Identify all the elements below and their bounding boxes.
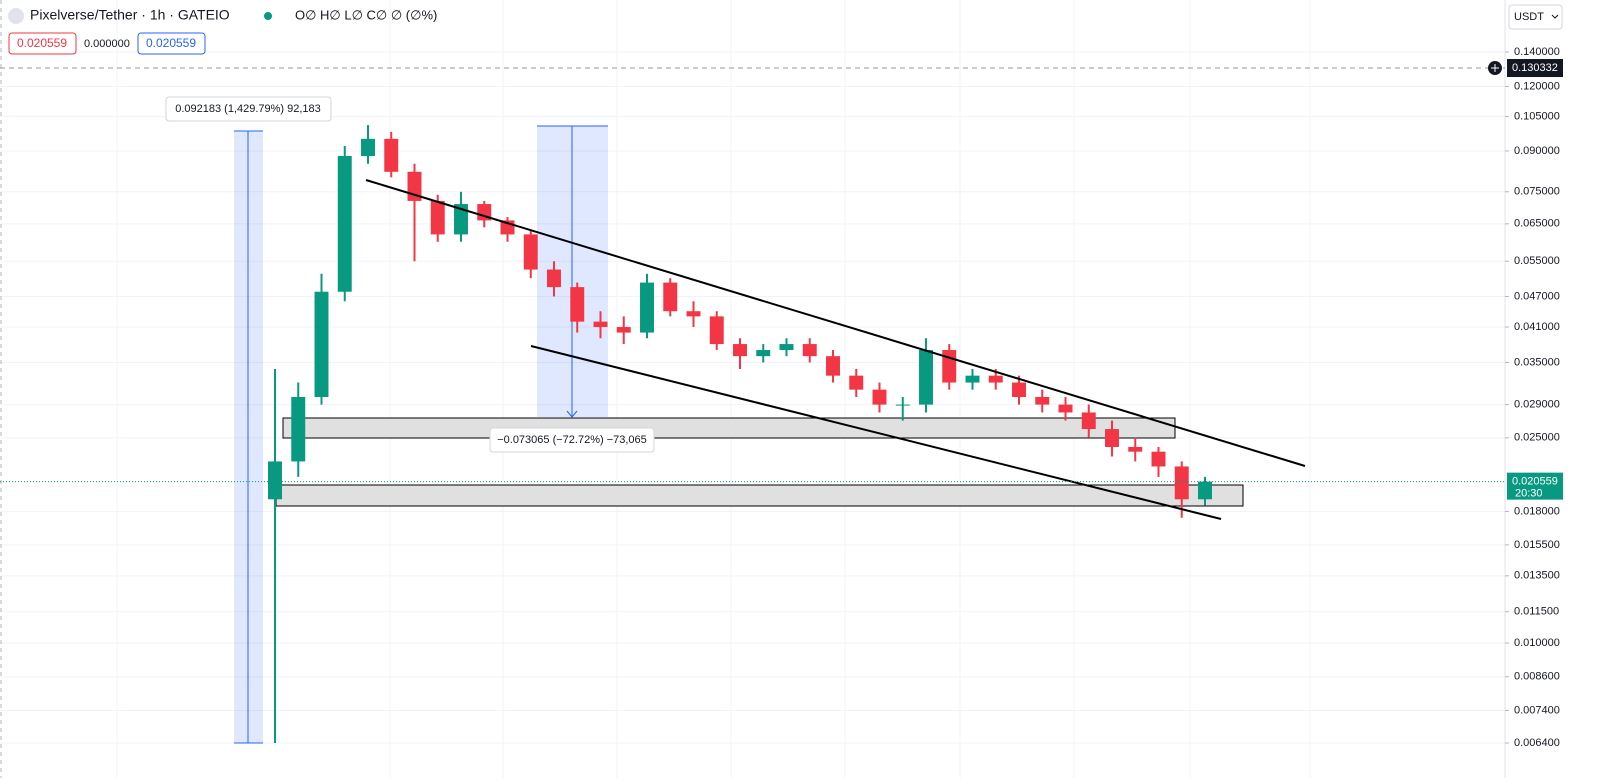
y-tick-label: 0.075000: [1514, 186, 1560, 198]
y-tick-label: 0.013500: [1514, 570, 1560, 582]
currency[interactable]: USDT: [1514, 11, 1544, 23]
spread: 0.000000: [84, 38, 130, 50]
candle-body: [454, 204, 468, 235]
candle-body: [779, 344, 794, 351]
candle-body: [337, 155, 352, 292]
price-axis: [1505, 0, 1599, 778]
trend-line: [365, 179, 1306, 467]
candle-body: [756, 350, 771, 357]
y-tick-label: 0.008600: [1514, 671, 1560, 683]
axis-labels: 0.140000 0.120000 0.105000 0.090000 0.075000…: [1505, 46, 1560, 749]
y-tick-label: 0.035000: [1514, 356, 1560, 368]
zone-box: [282, 417, 1176, 439]
countdown: 20:30: [1515, 488, 1543, 500]
y-tick-label: 0.041000: [1514, 321, 1560, 333]
crosshair-label: 0.130332: [1512, 62, 1558, 74]
candle-body: [895, 404, 910, 406]
candle-body: [593, 321, 608, 328]
annotation: 0.092183 (1,429.79%) 92,183: [175, 103, 321, 115]
candle-body: [802, 344, 817, 357]
y-tick-label: 0.025000: [1514, 432, 1560, 444]
candle-body: [849, 375, 864, 390]
sell[interactable]: 0.020559: [17, 36, 67, 50]
candle-body: [942, 350, 957, 383]
candle-body: [1174, 466, 1189, 500]
y-tick-label: 0.006400: [1514, 737, 1560, 749]
y-tick-label: 0.029000: [1514, 399, 1560, 411]
candle-body: [709, 316, 724, 345]
y-tick-label: 0.018000: [1514, 505, 1560, 517]
crosshair-tag: [1507, 59, 1563, 78]
candle-body: [640, 282, 654, 333]
candle-body: [1081, 412, 1096, 430]
chevron: [1551, 14, 1559, 19]
buy[interactable]: 0.020559: [146, 36, 196, 50]
last-price-tag: [1507, 472, 1563, 500]
y-tick-label: 0.055000: [1514, 255, 1560, 267]
ohlc: O∅ H∅ L∅ C∅ ∅ (∅%): [295, 7, 437, 22]
symbol[interactable]: Pixelverse/Tether · 1h · GATEIO: [30, 7, 230, 23]
candle-body: [1128, 446, 1143, 452]
grid: [0, 0, 1505, 778]
candle-body: [1105, 429, 1119, 447]
y-tick-label: 0.007400: [1514, 704, 1560, 716]
symbol-icon: [8, 8, 24, 24]
candle-body: [686, 311, 701, 317]
candle-body: [1035, 397, 1050, 405]
trend-line: [530, 345, 1222, 520]
annotation-box: [165, 96, 332, 122]
y-tick-label: 0.120000: [1514, 80, 1560, 92]
candle-body: [361, 138, 375, 156]
candle-body: [523, 234, 538, 270]
candle-body: [1198, 481, 1212, 500]
candle-body: [314, 291, 329, 398]
last-price-label: 0.020559: [1512, 476, 1558, 488]
status-dot: [264, 12, 272, 20]
y-tick-label: 0.010000: [1514, 637, 1560, 649]
annotation: −0.073065 (−72.72%) −73,065: [497, 434, 647, 446]
candle-body: [547, 269, 561, 288]
candle-body: [919, 350, 933, 405]
y-tick-label: 0.090000: [1514, 145, 1560, 157]
candle-body: [1012, 382, 1026, 398]
candle-body: [616, 327, 631, 333]
candle-body: [570, 287, 585, 322]
y-tick-label: 0.015500: [1514, 539, 1560, 551]
candle-body: [1151, 451, 1166, 467]
plus: [1491, 64, 1499, 73]
y-tick-label: 0.065000: [1514, 218, 1560, 230]
currency-button[interactable]: [1508, 4, 1563, 30]
candle-body: [268, 461, 282, 500]
candle-body: [1058, 404, 1073, 413]
candle-body: [988, 375, 1003, 383]
candle-body: [733, 344, 747, 357]
candle-body: [826, 356, 840, 376]
y-tick-label: 0.140000: [1514, 46, 1560, 58]
annotation-box: [489, 427, 655, 453]
y-tick-label: 0.011500: [1514, 606, 1559, 618]
candle-body: [291, 397, 306, 462]
arrow-head: [566, 410, 578, 418]
candle-body: [430, 200, 445, 235]
candle-body: [965, 375, 980, 383]
y-tick-label: 0.047000: [1514, 290, 1560, 302]
buy-box[interactable]: [137, 32, 206, 55]
candle-body: [384, 138, 399, 172]
sell-box[interactable]: [8, 32, 77, 55]
candle-body: [663, 282, 678, 312]
candle-body: [872, 389, 887, 405]
y-tick-label: 0.105000: [1514, 110, 1560, 122]
